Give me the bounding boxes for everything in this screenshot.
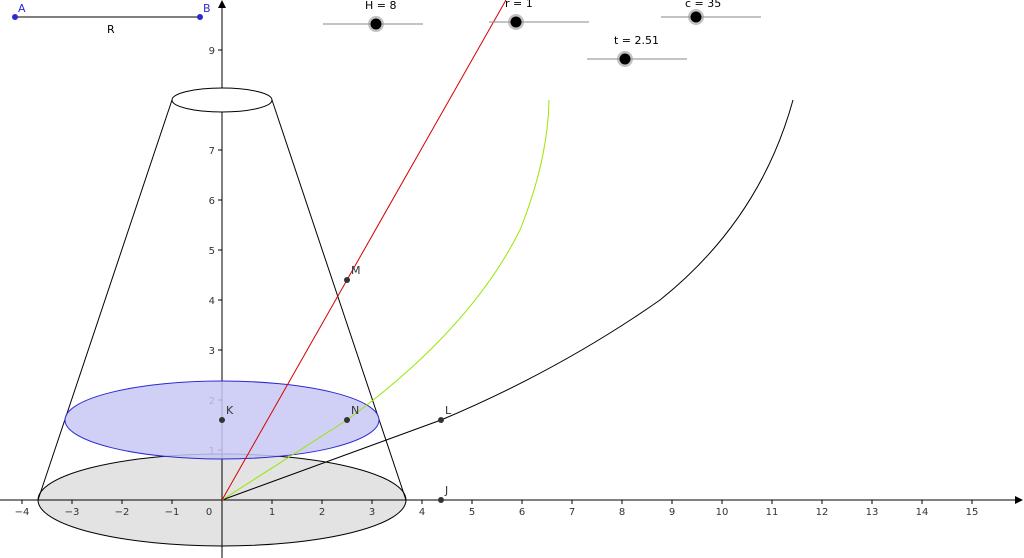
x-tick-label: 2	[319, 507, 325, 518]
cone-right-edge	[271, 99, 407, 501]
slider-h[interactable]: H = 8	[323, 0, 423, 32]
x-tick-label: 12	[816, 507, 829, 518]
slider-c-knob-center[interactable]	[690, 11, 702, 23]
slider-r[interactable]: r = 1	[489, 0, 589, 30]
y-tick-label: 3	[209, 346, 215, 357]
x-tick-label: −2	[115, 507, 130, 518]
x-tick-label: −1	[165, 507, 180, 518]
point-a[interactable]	[12, 14, 18, 20]
slider-r-knob-center[interactable]	[510, 16, 522, 28]
x-tick-label: 11	[766, 507, 779, 518]
x-tick-label: 7	[569, 507, 575, 518]
y-tick-label: 4	[209, 296, 215, 307]
x-tick-label: 8	[619, 507, 625, 518]
x-tick-label: 9	[669, 507, 675, 518]
slider-c[interactable]: c = 35	[661, 0, 761, 25]
x-tick-label: −4	[15, 507, 30, 518]
x-tick-label: −3	[65, 507, 80, 518]
x-tick-label: 10	[716, 507, 729, 518]
point-a-label: A	[18, 2, 26, 15]
black-curve	[221, 99, 794, 501]
point-n[interactable]	[344, 417, 350, 423]
slider-h-label: H = 8	[365, 0, 396, 12]
x-tick-label: 5	[469, 507, 475, 518]
point-n-label: N	[351, 404, 359, 417]
y-tick-label: 5	[209, 246, 215, 257]
slider-t-knob-center[interactable]	[619, 53, 631, 65]
green-curve	[221, 99, 550, 501]
x-axis-arrow	[1015, 496, 1023, 504]
point-b[interactable]	[197, 14, 203, 20]
segment-name-label: R	[107, 23, 115, 36]
x-tick-label: 0	[206, 507, 212, 518]
point-j-label: J	[444, 484, 448, 497]
x-tick-label: 4	[419, 507, 425, 518]
point-k-label: K	[226, 404, 234, 417]
point-l[interactable]	[438, 417, 444, 423]
slider-r-label: r = 1	[505, 0, 533, 10]
x-tick-label: 1	[269, 507, 275, 518]
x-tick-label: 15	[966, 507, 979, 518]
point-m-label: M	[351, 264, 361, 277]
cone-left-edge	[37, 99, 173, 501]
y-tick-label: 6	[209, 196, 215, 207]
slider-t[interactable]: t = 2.51	[587, 34, 687, 67]
slider-t-label: t = 2.51	[614, 34, 659, 47]
x-tick-label: 3	[369, 507, 375, 518]
red-line	[221, 0, 507, 501]
point-k[interactable]	[219, 417, 225, 423]
y-axis-arrow	[218, 0, 226, 8]
x-tick-label: 6	[519, 507, 525, 518]
slider-c-label: c = 35	[685, 0, 721, 10]
cone-top-ellipse	[171, 87, 273, 113]
point-m[interactable]	[344, 277, 350, 283]
x-tick-label: 13	[866, 507, 879, 518]
slider-h-knob-center[interactable]	[370, 18, 382, 30]
point-j[interactable]	[438, 497, 444, 503]
point-b-label: B	[203, 2, 211, 15]
x-tick-label: 14	[916, 507, 929, 518]
point-l-label: L	[445, 404, 452, 417]
y-tick-label: 7	[209, 146, 215, 157]
x-axis-ticks: −4 −3 −2 −1 0 1 2 3 4 5 6 7 8 9 10 11 12 13 14 15	[15, 500, 979, 518]
y-tick-label: 9	[209, 46, 215, 57]
